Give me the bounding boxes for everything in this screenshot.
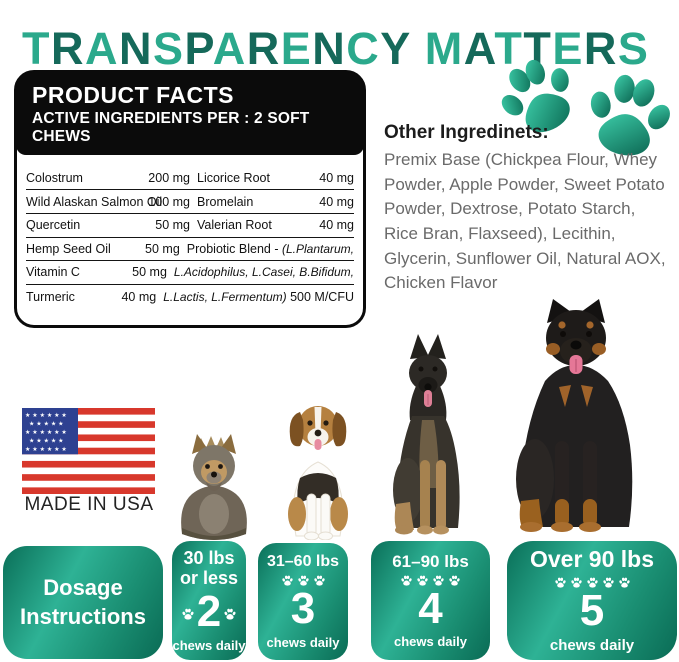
ingredient-right-cell: L.Lactis, L.Fermentum) 500 M/CFU	[156, 290, 354, 304]
weight-range-label: 61–90 lbs	[392, 551, 469, 571]
ingredient-name: Vitamin C	[26, 265, 80, 280]
dosage-badge-61-90lbs: 61–90 lbs 4 chews daily	[371, 541, 490, 660]
svg-text:★ ★ ★ ★ ★ ★: ★ ★ ★ ★ ★ ★	[25, 412, 67, 419]
dosage-badge-31-60lbs: 31–60 lbs 3 chews daily	[258, 543, 348, 660]
dosage-badge-30lbs: 30 lbs or less 2 chews daily	[172, 541, 246, 660]
paw-icons	[554, 576, 631, 589]
ingredient-name: Hemp Seed Oil	[26, 241, 111, 256]
ingredient-latin: L.Acidophilus, L.Casei, B.Bifidum,	[173, 265, 354, 280]
product-facts-subtitle: ACTIVE INGREDIENTS PER : 2 SOFT CHEWS	[32, 110, 310, 145]
paw-icons	[281, 574, 326, 587]
ingredient-latin: L.Lactis, L.Fermentum)	[163, 289, 287, 304]
svg-text:★ ★ ★ ★ ★ ★: ★ ★ ★ ★ ★ ★	[25, 446, 67, 453]
german-shepherd-image	[380, 331, 476, 535]
ingredient-right-cell: L.Acidophilus, L.Casei, B.Bifidum,	[167, 265, 354, 279]
ingredient-right-cell: Valerian Root 40 mg	[190, 218, 354, 232]
ingredient-amount: 40 mg	[121, 289, 157, 304]
ingredient-name: Colostrum	[26, 171, 83, 186]
paw-print-icon	[501, 59, 570, 133]
ingredient-name: Valerian Root	[197, 218, 272, 233]
svg-text:★ ★ ★ ★ ★: ★ ★ ★ ★ ★	[29, 438, 64, 445]
ingredient-name: Probiotic Blend -	[186, 241, 282, 256]
ingredients-table: Colostrum 200 mg Licorice Root 40 mg Wil…	[17, 155, 363, 309]
paw-print-icon	[590, 74, 670, 156]
ingredient-suffix: 500 M/CFU	[286, 289, 354, 304]
table-row: Hemp Seed Oil 50 mg Probiotic Blend - (L…	[26, 238, 354, 262]
ingredient-right-cell: Licorice Root 40 mg	[190, 171, 354, 185]
ingredient-latin: (L.Plantarum,	[281, 241, 354, 256]
paw-icons	[223, 607, 237, 621]
chew-count-row: 2	[181, 587, 237, 637]
ingredient-amount: 40 mg	[319, 171, 354, 186]
table-row: Turmeric 40 mg L.Lactis, L.Fermentum) 50…	[26, 285, 354, 309]
table-row: Vitamin C 50 mg L.Acidophilus, L.Casei, …	[26, 261, 354, 285]
product-facts-header: PRODUCT FACTS ACTIVE INGREDIENTS PER : 2…	[16, 72, 364, 155]
ingredient-right-cell: Bromelain 40 mg	[190, 195, 354, 209]
made-in-usa-label: MADE IN USA	[24, 494, 154, 515]
table-row: Wild Alaskan Salmon Oil 100 mg Bromelain…	[26, 190, 354, 214]
table-row: Quercetin 50 mg Valerian Root 40 mg	[26, 214, 354, 238]
ingredient-right-cell: Probiotic Blend - (L.Plantarum,	[180, 242, 354, 256]
table-row: Colostrum 200 mg Licorice Root 40 mg	[26, 167, 354, 191]
chew-count: 2	[196, 587, 222, 637]
beagle-puppy-image	[270, 392, 366, 540]
chews-daily-caption: chews daily	[266, 634, 340, 650]
ingredient-name: Turmeric	[26, 289, 75, 304]
paw-icons	[400, 574, 461, 587]
dosage-instructions-card: Dosage Instructions	[3, 546, 163, 659]
svg-text:★ ★ ★ ★ ★: ★ ★ ★ ★ ★	[29, 421, 64, 428]
ingredient-amount: 40 mg	[319, 218, 354, 233]
weight-range-label: 31–60 lbs	[266, 553, 340, 571]
ingredient-name: Bromelain	[197, 194, 254, 209]
ingredient-amount: 100 mg	[148, 194, 190, 209]
ingredient-name: Licorice Root	[197, 171, 270, 186]
product-facts-title: PRODUCT FACTS	[32, 82, 234, 108]
ingredient-amount: 50 mg	[132, 265, 167, 280]
other-ingredients-section: Other Ingredinets: Premix Base (Chickpea…	[384, 122, 672, 296]
chew-count: 3	[290, 584, 316, 634]
ingredient-amount: 50 mg	[155, 218, 190, 233]
svg-text:★ ★ ★ ★ ★ ★: ★ ★ ★ ★ ★ ★	[25, 429, 67, 436]
other-ingredients-text: Premix Base (Chickpea Flour, Whey Powder…	[384, 150, 666, 293]
chews-daily-caption: chews daily	[549, 636, 635, 654]
ingredient-name: Wild Alaskan Salmon Oil	[26, 194, 163, 209]
dosage-instructions-label: Dosage Instructions	[20, 574, 146, 629]
ingredient-amount: 40 mg	[319, 194, 354, 209]
yorkshire-terrier-image	[170, 430, 258, 540]
dosage-badge-over-90lbs: Over 90 lbs 5 chews daily	[507, 541, 677, 660]
rottweiler-image	[495, 293, 657, 536]
ingredient-amount: 200 mg	[148, 171, 190, 186]
chews-daily-caption: chews daily	[172, 638, 246, 654]
chews-daily-caption: chews daily	[394, 634, 467, 650]
usa-flag-image: ★ ★ ★ ★ ★ ★ ★ ★ ★ ★ ★ ★ ★ ★ ★ ★ ★ ★ ★ ★ …	[22, 408, 155, 494]
weight-range-label: 30 lbs or less	[179, 547, 239, 589]
chew-count: 5	[579, 585, 605, 635]
weight-range-label: Over 90 lbs	[529, 546, 655, 573]
ingredient-name: Quercetin	[26, 218, 81, 233]
paw-icons	[181, 607, 195, 621]
ingredient-amount: 50 mg	[145, 241, 180, 256]
other-ingredients-heading: Other Ingredinets:	[384, 122, 549, 143]
product-facts-panel: PRODUCT FACTS ACTIVE INGREDIENTS PER : 2…	[14, 70, 366, 328]
chew-count: 4	[418, 583, 443, 633]
